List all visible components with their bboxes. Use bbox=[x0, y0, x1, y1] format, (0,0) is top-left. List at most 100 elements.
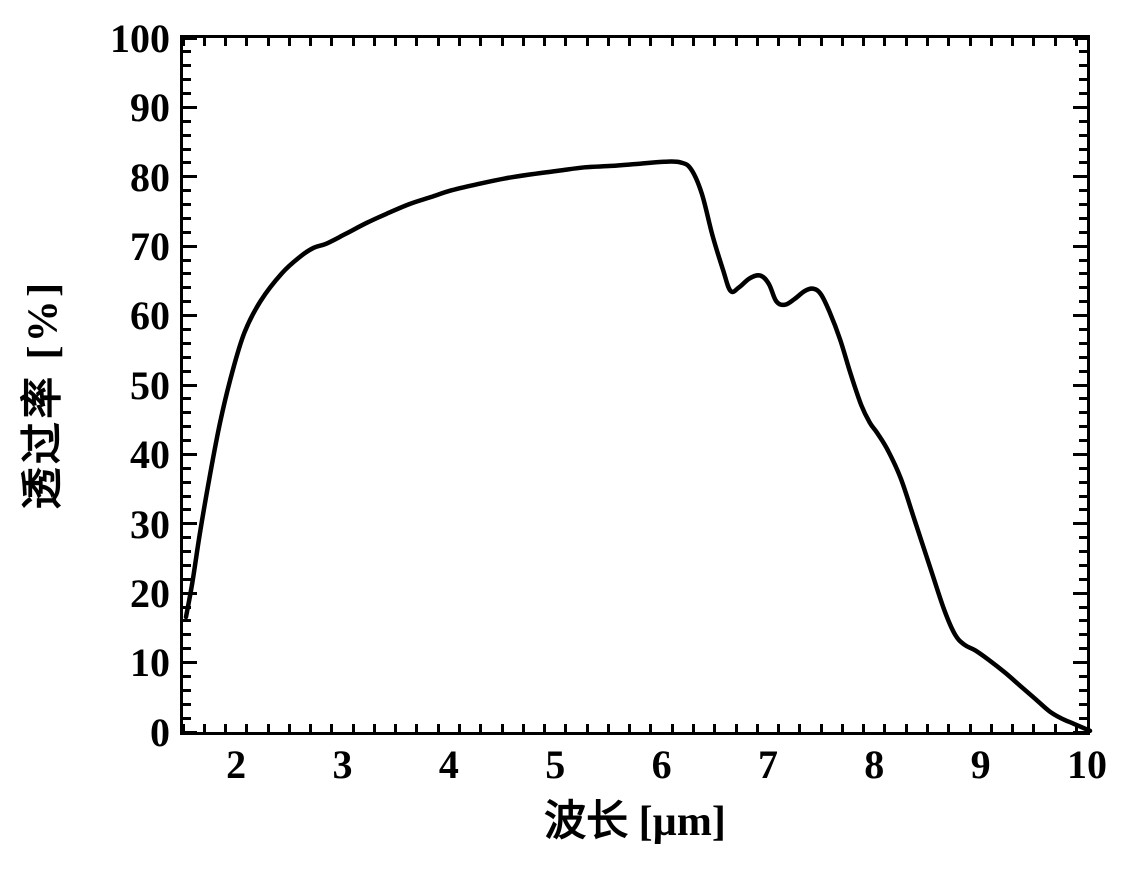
x-tick-minor bbox=[1011, 724, 1014, 732]
y-tick-minor-right bbox=[1079, 356, 1087, 359]
x-tick-minor bbox=[1054, 724, 1057, 732]
x-tick-minor bbox=[607, 724, 610, 732]
x-tick-minor bbox=[373, 724, 376, 732]
x-tick-minor-top bbox=[692, 38, 695, 46]
y-tick-major bbox=[183, 592, 197, 595]
x-tick-label: 4 bbox=[399, 741, 499, 788]
y-tick-minor-right bbox=[1079, 467, 1087, 470]
x-tick-minor bbox=[224, 724, 227, 732]
x-tick-minor-top bbox=[671, 38, 674, 46]
y-tick-minor bbox=[183, 717, 191, 720]
y-tick-minor-right bbox=[1079, 231, 1087, 234]
x-tick-minor-top bbox=[820, 38, 823, 46]
y-tick-label: 70 bbox=[70, 223, 170, 270]
y-tick-minor bbox=[183, 328, 191, 331]
y-tick-major-right bbox=[1073, 175, 1087, 178]
x-tick-minor-top bbox=[969, 38, 972, 46]
x-tick-minor bbox=[628, 724, 631, 732]
x-tick-minor bbox=[586, 724, 589, 732]
y-tick-minor-right bbox=[1079, 578, 1087, 581]
x-tick-minor-top bbox=[947, 38, 950, 46]
y-tick-major bbox=[183, 453, 197, 456]
x-tick-minor bbox=[330, 724, 333, 732]
x-tick-minor bbox=[947, 724, 950, 732]
y-tick-minor bbox=[183, 397, 191, 400]
series-line bbox=[186, 161, 1090, 730]
x-tick-minor-top bbox=[735, 38, 738, 46]
y-tick-minor-right bbox=[1079, 92, 1087, 95]
x-tick-minor-top bbox=[543, 38, 546, 46]
y-tick-minor-right bbox=[1079, 286, 1087, 289]
y-tick-minor-right bbox=[1079, 647, 1087, 650]
x-tick-minor-top bbox=[883, 38, 886, 46]
x-tick-minor bbox=[883, 724, 886, 732]
y-tick-label: 10 bbox=[70, 639, 170, 686]
x-tick-minor bbox=[798, 724, 801, 732]
y-tick-minor-right bbox=[1079, 203, 1087, 206]
y-tick-minor bbox=[183, 370, 191, 373]
y-tick-minor bbox=[183, 217, 191, 220]
y-tick-minor bbox=[183, 203, 191, 206]
x-tick-minor-top bbox=[756, 38, 759, 46]
y-tick-minor-right bbox=[1079, 536, 1087, 539]
x-tick-minor-top bbox=[1054, 38, 1057, 46]
y-tick-minor bbox=[183, 647, 191, 650]
y-tick-minor-right bbox=[1079, 134, 1087, 137]
y-tick-minor bbox=[183, 300, 191, 303]
x-tick-minor-top bbox=[607, 38, 610, 46]
x-tick-minor bbox=[245, 724, 248, 732]
y-tick-minor bbox=[183, 259, 191, 262]
y-tick-minor-right bbox=[1079, 161, 1087, 164]
x-tick-minor bbox=[564, 724, 567, 732]
y-tick-major bbox=[183, 384, 197, 387]
x-tick-minor-top bbox=[564, 38, 567, 46]
x-tick-minor bbox=[692, 724, 695, 732]
y-tick-minor bbox=[183, 161, 191, 164]
y-tick-label: 60 bbox=[70, 292, 170, 339]
x-tick-minor bbox=[671, 724, 674, 732]
x-tick-minor-top bbox=[415, 38, 418, 46]
x-tick-minor-top bbox=[458, 38, 461, 46]
y-tick-minor-right bbox=[1079, 78, 1087, 81]
y-tick-minor bbox=[183, 342, 191, 345]
x-tick-minor-top bbox=[245, 38, 248, 46]
y-tick-minor-right bbox=[1079, 675, 1087, 678]
y-tick-minor-right bbox=[1079, 328, 1087, 331]
x-tick-minor bbox=[437, 724, 440, 732]
y-tick-major-right bbox=[1073, 314, 1087, 317]
x-tick-minor bbox=[479, 724, 482, 732]
y-tick-minor-right bbox=[1079, 50, 1087, 53]
y-tick-minor bbox=[183, 550, 191, 553]
y-tick-minor bbox=[183, 189, 191, 192]
y-tick-major-right bbox=[1073, 661, 1087, 664]
x-tick-minor-top bbox=[1011, 38, 1014, 46]
y-tick-minor bbox=[183, 272, 191, 275]
y-tick-major-right bbox=[1073, 37, 1087, 40]
y-tick-major bbox=[183, 37, 197, 40]
y-tick-minor bbox=[183, 120, 191, 123]
y-tick-label: 0 bbox=[70, 709, 170, 756]
y-tick-minor bbox=[183, 633, 191, 636]
y-tick-label: 50 bbox=[70, 362, 170, 409]
y-tick-label: 80 bbox=[70, 154, 170, 201]
x-tick-minor-top bbox=[373, 38, 376, 46]
x-tick-minor-top bbox=[905, 38, 908, 46]
x-tick-label: 7 bbox=[718, 741, 818, 788]
x-tick-minor bbox=[543, 724, 546, 732]
y-tick-major-right bbox=[1073, 384, 1087, 387]
y-tick-minor bbox=[183, 689, 191, 692]
x-tick-minor bbox=[862, 724, 865, 732]
y-tick-minor bbox=[183, 64, 191, 67]
y-tick-major bbox=[183, 522, 197, 525]
x-tick-minor bbox=[926, 724, 929, 732]
x-tick-minor bbox=[777, 724, 780, 732]
x-tick-label: 9 bbox=[931, 741, 1031, 788]
y-tick-minor-right bbox=[1079, 564, 1087, 567]
y-tick-major bbox=[183, 245, 197, 248]
curve-svg bbox=[186, 41, 1090, 735]
x-tick-minor-top bbox=[649, 38, 652, 46]
y-tick-minor bbox=[183, 134, 191, 137]
x-tick-minor-top bbox=[990, 38, 993, 46]
x-tick-minor bbox=[458, 724, 461, 732]
x-tick-label: 10 bbox=[1037, 741, 1137, 788]
